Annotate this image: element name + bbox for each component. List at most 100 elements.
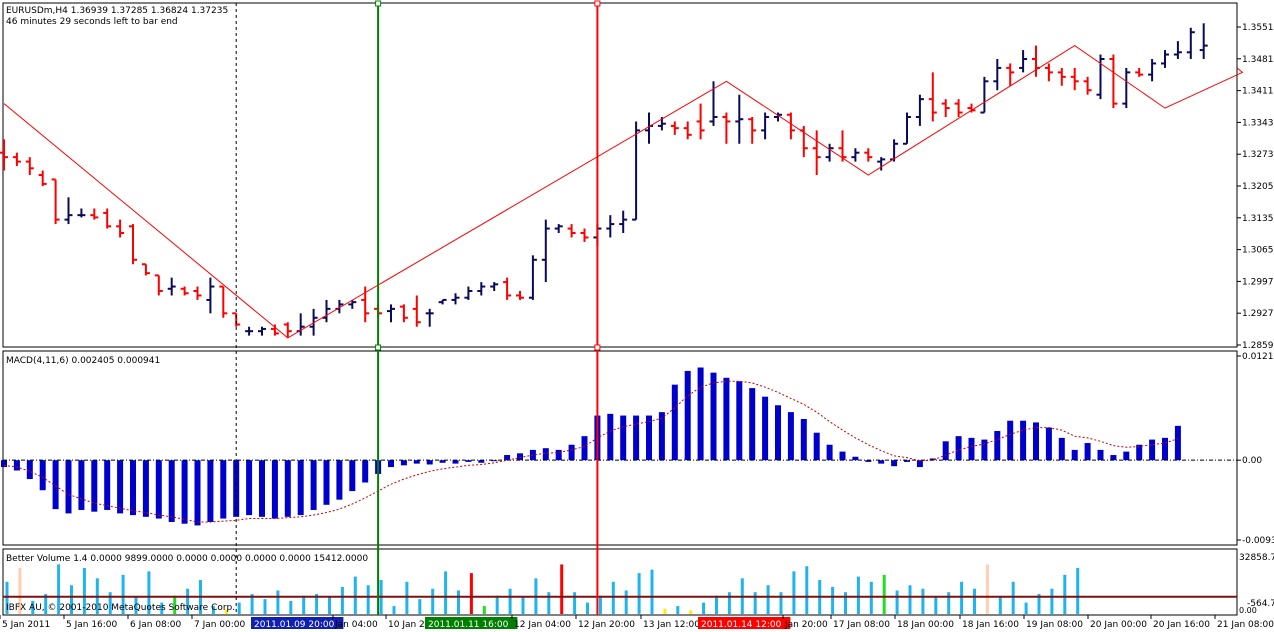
macd-histogram-bar: [104, 460, 111, 510]
green-line-handle-bottom[interactable]: [375, 344, 382, 351]
price-pane[interactable]: EURUSDm,H4 1.36939 1.37285 1.36824 1.372…: [0, 2, 1274, 351]
macd-histogram-bar: [904, 460, 910, 462]
ohlc-bar: [180, 286, 189, 296]
time-label: 20 Jan 16:00: [1153, 620, 1210, 630]
macd-histogram-bar: [710, 372, 717, 461]
volume-bar: [1050, 588, 1054, 614]
volume-bar: [276, 590, 280, 614]
ohlc-bar: [954, 99, 963, 117]
ohlc-bar: [1096, 54, 1105, 100]
macd-histogram-bar: [362, 460, 369, 483]
volume-pane[interactable]: Better Volume 1.4 0.0000 9899.0000 0.000…: [2, 548, 1274, 616]
volume-bar: [650, 569, 654, 614]
volume-bar: [998, 597, 1002, 614]
macd-histogram-bar: [1058, 437, 1065, 461]
volume-bar: [186, 588, 190, 614]
ohlc-bar: [438, 298, 447, 305]
ohlc-bar: [490, 282, 499, 292]
macd-histogram-bar: [1084, 443, 1091, 461]
time-label: 18 Jan 00:00: [897, 620, 954, 630]
price-label: 1.29970: [1242, 277, 1274, 287]
ohlc-bar: [1186, 27, 1195, 59]
macd-histogram-bar: [607, 413, 614, 461]
volume-bar: [392, 606, 396, 614]
macd-level-label: 0.00: [1242, 456, 1262, 466]
macd-histogram-bar: [581, 436, 588, 461]
ohlc-bar: [851, 148, 860, 162]
ohlc-bar: [670, 121, 679, 135]
ohlc-bar: [915, 94, 924, 126]
volume-bar: [547, 592, 551, 614]
green-line-handle-top[interactable]: [375, 0, 382, 7]
volume-bar: [573, 592, 577, 614]
volume-bar: [973, 588, 976, 614]
ohlc-bar: [786, 112, 795, 140]
ohlc-bar: [1122, 67, 1131, 109]
time-label: 10 Jan 20: [388, 620, 431, 630]
ohlc-bar: [387, 304, 395, 323]
macd-histogram-bar: [542, 448, 549, 461]
time-label: 20 Jan 00:00: [1090, 620, 1147, 630]
macd-histogram-bar: [942, 441, 949, 461]
volume-bar: [289, 600, 293, 614]
macd-pane[interactable]: MACD(4,11,6) 0.002405 0.000941 0.012140.…: [1, 350, 1274, 546]
price-label: 1.28590: [1242, 341, 1274, 351]
macd-histogram-bar: [413, 460, 420, 464]
volume-bar: [121, 574, 125, 614]
time-label: 2011.01.09 20:00: [254, 620, 335, 630]
ohlc-bar: [877, 157, 886, 171]
volume-bar: [586, 602, 589, 614]
macd-histogram-bar: [78, 460, 85, 510]
macd-histogram-bar: [787, 412, 794, 461]
ohlc-bar: [1070, 67, 1079, 91]
volume-bar: [831, 586, 835, 614]
time-label-highlight: [425, 617, 518, 629]
time-label: 2011.01.14 12:00: [701, 620, 782, 630]
zigzag-line: [3, 45, 1244, 339]
ohlc-bar: [528, 255, 537, 300]
volume-bar: [960, 581, 964, 614]
ohlc-bar: [516, 291, 524, 300]
ohlc-bar: [1044, 63, 1053, 82]
macd-level-label: 0.01214: [1242, 352, 1274, 362]
macd-histogram-bar: [271, 460, 278, 519]
macd-histogram-bar: [968, 437, 975, 461]
volume-min-level: -564.7: [1247, 599, 1274, 609]
price-label: 1.34110: [1242, 87, 1274, 97]
ohlc-bar: [1173, 41, 1182, 59]
macd-histogram-bar: [1174, 425, 1181, 461]
price-pane-frame: [2, 2, 1238, 348]
red-line-handle-bottom[interactable]: [594, 344, 601, 351]
macd-histogram-bar: [620, 415, 627, 461]
macd-histogram-bar: [465, 460, 472, 462]
macd-histogram-bar: [426, 460, 433, 465]
ohlc-bar: [38, 170, 47, 187]
ohlc-bar: [219, 285, 228, 318]
macd-histogram-bar: [220, 460, 227, 519]
red-line-handle-top[interactable]: [594, 0, 601, 7]
ohlc-bar: [503, 277, 512, 300]
ohlc-bar: [812, 130, 821, 175]
macd-histogram-bar: [246, 460, 253, 516]
macd-histogram-bar: [865, 460, 872, 462]
ohlc-bar: [619, 210, 628, 234]
volume-bar: [792, 571, 796, 614]
time-label: 21 Jan 08:00: [1217, 620, 1274, 630]
macd-histogram-bar: [878, 460, 885, 464]
symbol-info: EURUSDm,H4 1.36939 1.37285 1.36824 1.372…: [6, 6, 228, 16]
macd-histogram-bar: [207, 460, 214, 522]
volume-bar: [598, 595, 602, 614]
ohlc-bar: [941, 99, 950, 117]
macd-histogram-bar: [723, 377, 730, 461]
macd-histogram-bar: [852, 456, 859, 461]
time-axis: 5 Jan 2011 5 Jan 16:00 6 Jan 08:00 7 Jan 00…: [0, 615, 1274, 630]
price-bars: [0, 23, 1208, 338]
volume-bar: [57, 564, 61, 614]
macd-histogram-bar: [1149, 439, 1156, 461]
macd-histogram-bar: [26, 460, 33, 480]
macd-histogram-bar: [1, 460, 7, 468]
macd-histogram-bar: [1136, 444, 1143, 461]
volume-zero-level: 0.00: [1239, 606, 1257, 615]
volume-bar: [985, 564, 989, 614]
